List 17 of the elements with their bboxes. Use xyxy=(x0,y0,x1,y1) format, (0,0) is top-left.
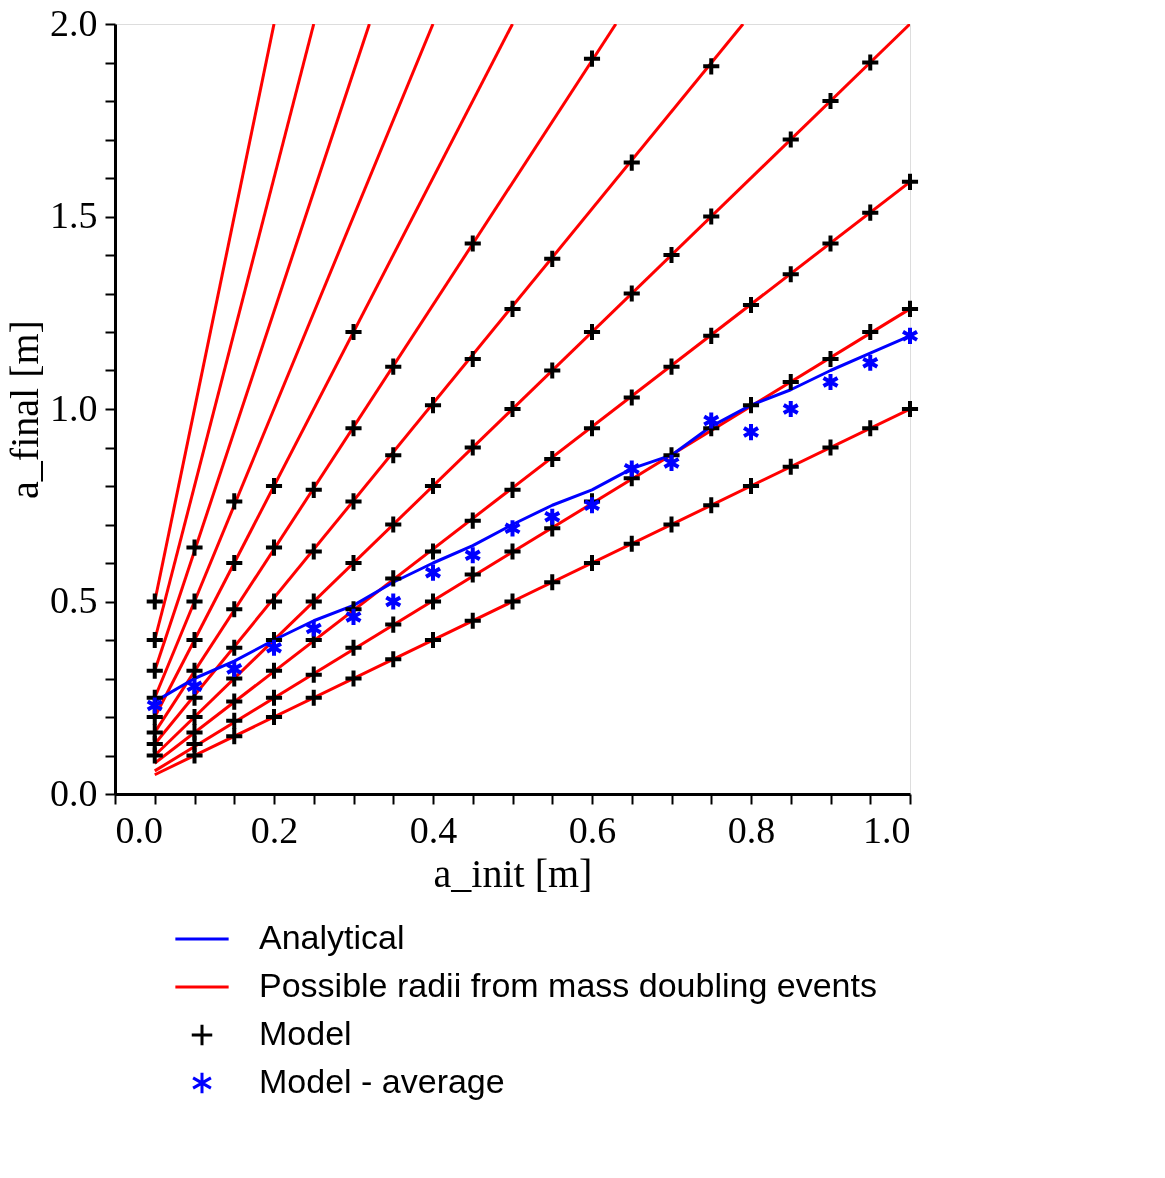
y-tick-label: 2.0 xyxy=(50,1,98,44)
legend-label: Analytical xyxy=(259,918,405,956)
legend-label: Possible radii from mass doubling events xyxy=(259,966,877,1004)
x-tick-label: 0.4 xyxy=(409,808,458,851)
x-tick-label: 0.0 xyxy=(115,808,163,851)
x-axis-title: a_init [m] xyxy=(433,850,593,896)
y-tick-label: 0.0 xyxy=(50,771,98,814)
y-axis-title: a_final [m] xyxy=(2,320,47,499)
y-tick-label: 1.0 xyxy=(50,386,98,429)
x-tick-label: 0.8 xyxy=(727,808,776,851)
x-tick-label: 0.2 xyxy=(250,808,299,851)
legend-label: Model - average xyxy=(259,1062,505,1100)
y-tick-label: 1.5 xyxy=(50,194,98,236)
legend-label: Model xyxy=(259,1014,352,1052)
x-tick-label: 1.0 xyxy=(863,808,911,851)
y-tick-label: 0.5 xyxy=(50,579,98,621)
x-tick-label: 0.6 xyxy=(568,808,617,851)
